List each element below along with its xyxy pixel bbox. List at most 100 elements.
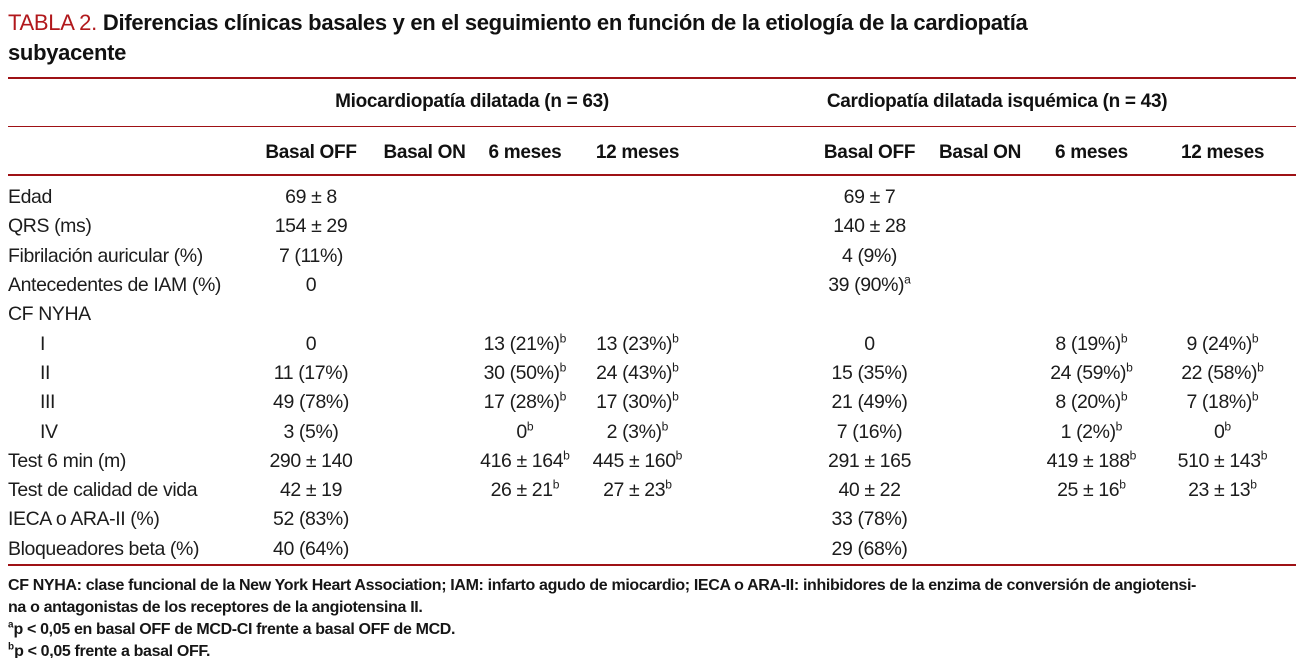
table-cell bbox=[577, 212, 698, 241]
table-cell bbox=[926, 417, 1034, 446]
table-cell bbox=[926, 534, 1035, 566]
table-cell bbox=[376, 505, 473, 534]
table-cell: 140 ± 28 bbox=[833, 215, 906, 238]
column-header: Basal OFF bbox=[246, 126, 376, 176]
spacer-cell bbox=[698, 329, 813, 358]
column-header: Basal ON bbox=[926, 126, 1035, 176]
table-cell: 0 bbox=[864, 332, 875, 355]
table-row: II 11 (17%) 30 (50%)b 24 (43%)b 15 (35%)… bbox=[8, 359, 1296, 388]
row-label: Fibrilación auricular (%) bbox=[8, 244, 203, 267]
table-title-line1: TABLA 2. Diferencias clínicas basales y e… bbox=[8, 8, 1296, 38]
spacer-cell bbox=[698, 447, 813, 476]
footnotes: CF NYHA: clase funcional de la New York … bbox=[8, 575, 1296, 658]
table-cell: 24 (59%)b bbox=[1050, 360, 1133, 384]
table-cell: 24 (43%)b bbox=[596, 360, 679, 384]
abbreviations-note-line2: na o antagonistas de los receptores de l… bbox=[8, 598, 423, 616]
table-title: TABLA 2. Diferencias clínicas basales y e… bbox=[8, 8, 1296, 68]
table-cell: 8 (19%)b bbox=[1055, 331, 1128, 355]
row-label: IV bbox=[40, 420, 58, 443]
table-cell bbox=[376, 242, 473, 271]
table-row: I 0 13 (21%)b 13 (23%)b 0 8 (19%)b 9 (24… bbox=[8, 329, 1296, 358]
table-cell: 40 ± 22 bbox=[838, 479, 901, 502]
table-cell: 29 (68%) bbox=[813, 534, 927, 566]
table-cell: 69 ± 7 bbox=[843, 186, 896, 209]
table-cell: 22 (58%)b bbox=[1181, 360, 1264, 384]
table-cell: 9 (24%)b bbox=[1186, 331, 1259, 355]
table-cell: 8 (20%)b bbox=[1055, 389, 1128, 414]
spacer-cell bbox=[698, 126, 814, 176]
table-cell bbox=[926, 388, 1034, 417]
column-header-row: Basal OFF Basal ON 6 meses 12 meses Basa… bbox=[8, 126, 1297, 176]
abbreviations-note-line1: CF NYHA: clase funcional de la New York … bbox=[8, 576, 1197, 594]
table-cell bbox=[376, 447, 473, 476]
corner-cell bbox=[8, 78, 246, 127]
column-header: 6 meses bbox=[473, 126, 577, 176]
table-cell bbox=[926, 175, 1034, 212]
table-cell bbox=[376, 388, 473, 417]
spacer-cell bbox=[698, 271, 813, 300]
table-cell: 25 ± 16b bbox=[1057, 477, 1126, 502]
column-header: 12 meses bbox=[577, 126, 699, 176]
footnote-b: bp < 0,05 frente a basal OFF. bbox=[8, 641, 1296, 658]
table-head: Miocardiopatía dilatada (n = 63) Cardiop… bbox=[8, 78, 1297, 176]
table-row: Bloqueadores beta (%) 40 (64%) 29 (68%) bbox=[8, 534, 1297, 566]
spacer-cell bbox=[698, 505, 813, 534]
table-body: Edad 69 ± 8 69 ± 7 QRS (ms) 154 ± 29 140… bbox=[8, 175, 1297, 566]
table-row: Antecedentes de IAM (%) 0 39 (90%)a bbox=[8, 271, 1296, 300]
table-cell bbox=[1034, 242, 1149, 271]
table-cell bbox=[473, 505, 577, 534]
table-cell bbox=[1034, 505, 1149, 534]
table-row: Fibrilación auricular (%) 7 (11%) 4 (9%) bbox=[8, 242, 1296, 271]
table-cell bbox=[926, 271, 1034, 300]
table-cell: 3 (5%) bbox=[283, 420, 339, 443]
table-cell bbox=[473, 271, 577, 300]
table-cell: 4 (9%) bbox=[841, 244, 898, 267]
table-cell bbox=[1149, 212, 1296, 241]
table-cell bbox=[577, 505, 698, 534]
table-cell: 30 (50%)b bbox=[483, 360, 567, 384]
spacer-cell bbox=[698, 417, 813, 446]
table-cell: 33 (78%) bbox=[831, 508, 908, 531]
table-cell bbox=[473, 175, 577, 212]
table-cell bbox=[376, 534, 473, 566]
table-cell bbox=[376, 175, 473, 212]
table-cell bbox=[376, 359, 473, 388]
table-cell bbox=[577, 534, 699, 566]
table-cell bbox=[926, 329, 1034, 358]
table-cell bbox=[926, 300, 1034, 329]
table-cell: 17 (28%)b bbox=[483, 389, 567, 414]
table-cell: 26 ± 21b bbox=[490, 477, 560, 502]
column-header: 12 meses bbox=[1149, 126, 1297, 176]
group-header-row: Miocardiopatía dilatada (n = 63) Cardiop… bbox=[8, 78, 1297, 127]
table-cell bbox=[473, 300, 577, 329]
table-cell bbox=[926, 212, 1034, 241]
table-cell: 419 ± 188b bbox=[1046, 448, 1137, 472]
table-cell bbox=[926, 505, 1034, 534]
table-row: Test de calidad de vida 42 ± 19 26 ± 21b… bbox=[8, 476, 1296, 505]
table-cell bbox=[926, 359, 1034, 388]
footnote-a-marker: a bbox=[8, 619, 14, 631]
spacer-cell bbox=[698, 388, 813, 417]
table-cell bbox=[1149, 300, 1296, 329]
table-cell bbox=[376, 212, 473, 241]
table-cell bbox=[376, 476, 473, 505]
table-cell: 0 bbox=[305, 274, 317, 297]
column-header: Basal OFF bbox=[813, 126, 927, 176]
table-cell bbox=[926, 242, 1034, 271]
table-cell: 11 (17%) bbox=[273, 361, 349, 384]
table-cell bbox=[1149, 534, 1297, 566]
spacer-cell bbox=[698, 212, 813, 241]
spacer-cell bbox=[698, 242, 813, 271]
footnote-b-text: p < 0,05 frente a basal OFF. bbox=[14, 642, 211, 658]
table-cell: 17 (30%)b bbox=[596, 389, 679, 414]
table-cell: 40 (64%) bbox=[246, 534, 376, 566]
table-cell: 21 (49%) bbox=[831, 391, 908, 414]
table-cell: 0b bbox=[1213, 419, 1232, 443]
table-cell: 0b bbox=[516, 419, 534, 443]
spacer-cell bbox=[698, 175, 813, 212]
table-row: Test 6 min (m) 290 ± 140 416 ± 164b 445 … bbox=[8, 447, 1296, 476]
table-cell bbox=[577, 300, 698, 329]
column-header: 6 meses bbox=[1034, 126, 1150, 176]
table-cell: 52 (83%) bbox=[273, 508, 349, 531]
table-cell: 7 (11%) bbox=[278, 244, 344, 267]
